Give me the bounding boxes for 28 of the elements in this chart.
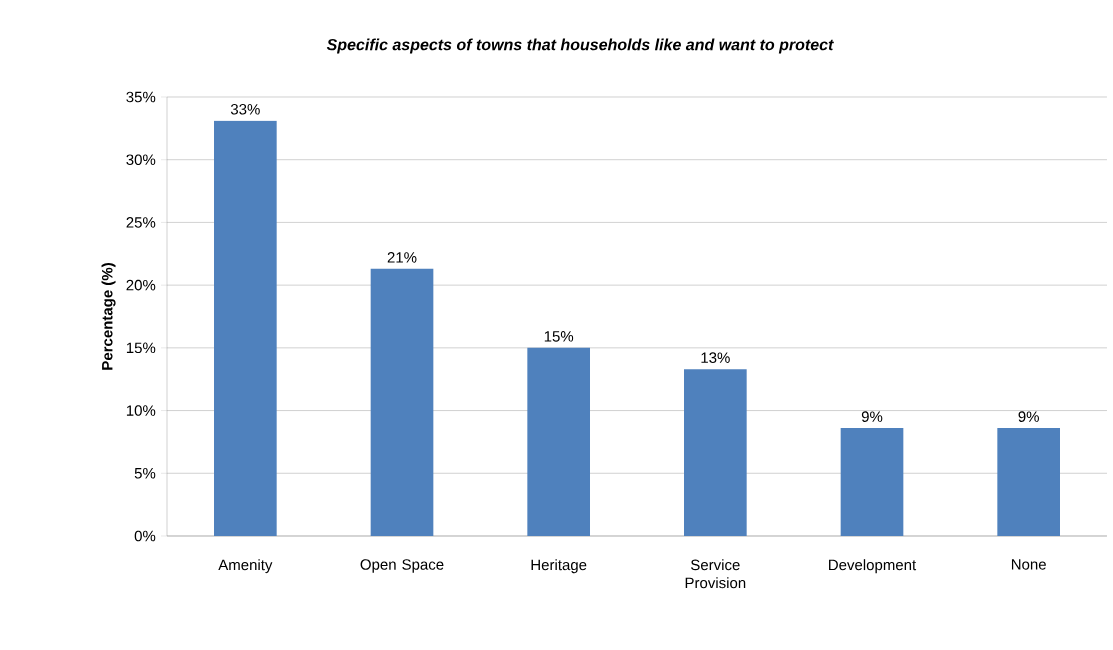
y-tick-label: 20% [126,279,156,291]
y-tick-label: 0% [134,530,156,542]
x-tick-label: Heritage [531,559,587,574]
bar [527,347,591,536]
y-tick-label: 30% [126,154,156,166]
x-tick-label: Service Provision [685,559,746,589]
data-label: 33% [230,104,260,115]
y-axis-title: Percentage (%) [101,263,116,370]
bar [840,428,904,536]
y-tick-label: 35% [126,91,156,103]
y-tick-label: 15% [126,342,156,354]
y-tick-label: 25% [126,217,156,228]
data-label: 13% [701,352,730,363]
data-label: 21% [387,252,417,263]
bar [214,120,277,536]
x-tick-label: Open Space [360,559,444,573]
data-label: 15% [544,331,574,342]
data-label: 9% [861,411,883,422]
x-tick-label: None [1011,559,1046,570]
x-tick-label: Amenity [218,559,273,574]
chart-title: Specific aspects of towns that households like and want to protect [326,38,834,54]
bar [684,369,747,536]
x-tick-label: Development [829,559,917,574]
y-tick-label: 5% [134,468,156,479]
y-tick-label: 10% [126,405,156,416]
bar [997,428,1060,536]
bar [370,268,434,536]
data-label: 9% [1018,411,1039,422]
